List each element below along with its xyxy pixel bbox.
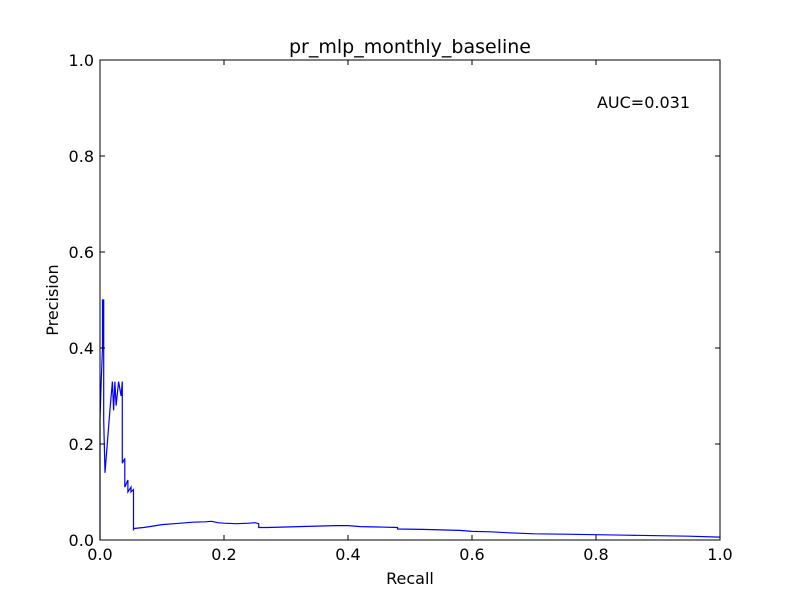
x-tick-label-4: 0.8 bbox=[583, 545, 608, 564]
y-tick-label-2: 0.4 bbox=[69, 339, 94, 358]
x-tick-label-5: 1.0 bbox=[707, 545, 732, 564]
y-axis-label: Precision bbox=[43, 264, 62, 335]
x-axis-label: Recall bbox=[386, 569, 434, 588]
auc-annotation: AUC=0.031 bbox=[597, 93, 690, 112]
plot-frame bbox=[99, 59, 721, 541]
plot-area bbox=[99, 299, 721, 540]
y-tick-label-1: 0.2 bbox=[69, 435, 94, 454]
x-tick-label-1: 0.2 bbox=[211, 545, 236, 564]
chart-title: pr_mlp_monthly_baseline bbox=[289, 36, 531, 58]
y-tick-label-3: 0.6 bbox=[69, 243, 94, 262]
y-tick-label-4: 0.8 bbox=[69, 147, 94, 166]
pr-curve-line-0 bbox=[99, 299, 721, 540]
x-tick-label-0: 0.0 bbox=[87, 545, 112, 564]
x-tick-label-3: 0.6 bbox=[459, 545, 484, 564]
axes-ticks: 0.0 0.2 0.4 0.6 0.8 1.0 0.0 0.2 0.4 0.6 0.8 1.0 bbox=[69, 51, 733, 564]
y-tick-label-5: 1.0 bbox=[69, 51, 94, 70]
y-tick-label-0: 0.0 bbox=[69, 531, 94, 550]
x-tick-label-2: 0.4 bbox=[335, 545, 360, 564]
